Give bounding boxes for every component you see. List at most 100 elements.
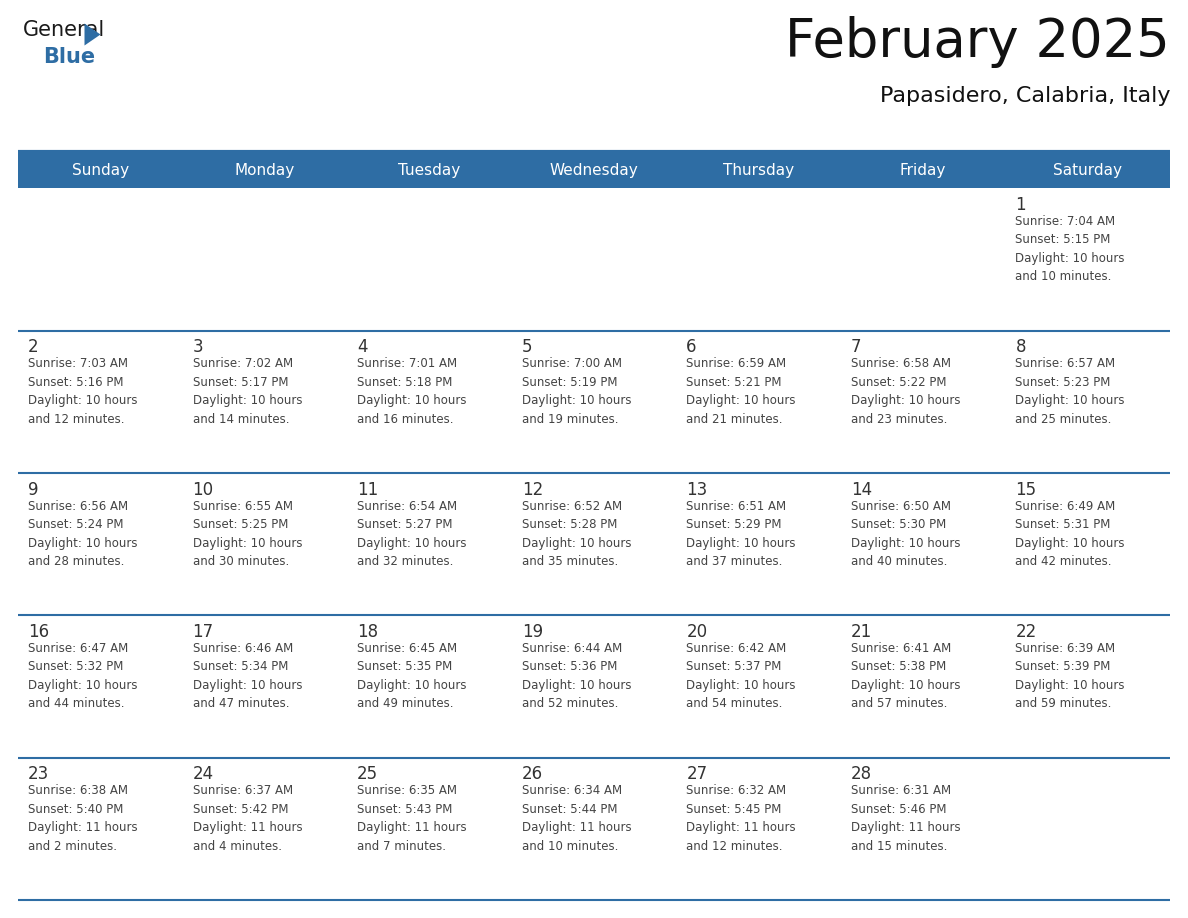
Text: 11: 11 [358, 481, 379, 498]
Text: and 49 minutes.: and 49 minutes. [358, 698, 454, 711]
Text: and 44 minutes.: and 44 minutes. [29, 698, 125, 711]
Bar [512, 188, 676, 330]
Text: Daylight: 10 hours: Daylight: 10 hours [358, 395, 467, 408]
Bar [841, 188, 1005, 330]
Text: Daylight: 10 hours: Daylight: 10 hours [851, 537, 960, 550]
Text: Blue: Blue [43, 47, 95, 67]
Text: Sunset: 5:32 PM: Sunset: 5:32 PM [29, 660, 124, 674]
Bar [841, 473, 1005, 615]
Text: Sunset: 5:35 PM: Sunset: 5:35 PM [358, 660, 453, 674]
Text: 7: 7 [851, 339, 861, 356]
Text: Daylight: 11 hours: Daylight: 11 hours [358, 822, 467, 834]
Text: Sunset: 5:44 PM: Sunset: 5:44 PM [522, 802, 618, 816]
Text: and 16 minutes.: and 16 minutes. [358, 413, 454, 426]
Text: Sunset: 5:43 PM: Sunset: 5:43 PM [358, 802, 453, 816]
Bar [1005, 473, 1170, 615]
Text: and 42 minutes.: and 42 minutes. [1016, 555, 1112, 568]
Text: and 15 minutes.: and 15 minutes. [851, 840, 947, 853]
Text: and 7 minutes.: and 7 minutes. [358, 840, 447, 853]
Bar [1005, 330, 1170, 473]
Bar [1005, 188, 1170, 330]
Bar [18, 615, 183, 757]
Bar [18, 757, 183, 900]
Text: Sunrise: 6:45 AM: Sunrise: 6:45 AM [358, 642, 457, 655]
Text: Daylight: 10 hours: Daylight: 10 hours [851, 395, 960, 408]
Text: 13: 13 [687, 481, 708, 498]
Text: and 21 minutes.: and 21 minutes. [687, 413, 783, 426]
Text: and 10 minutes.: and 10 minutes. [522, 840, 618, 853]
Text: 18: 18 [358, 623, 378, 641]
Text: Sunrise: 6:44 AM: Sunrise: 6:44 AM [522, 642, 623, 655]
Bar [183, 757, 347, 900]
Text: Daylight: 10 hours: Daylight: 10 hours [522, 395, 631, 408]
Text: Sunset: 5:19 PM: Sunset: 5:19 PM [522, 375, 618, 389]
Bar [183, 615, 347, 757]
Text: Daylight: 11 hours: Daylight: 11 hours [192, 822, 302, 834]
Text: 16: 16 [29, 623, 49, 641]
Text: Daylight: 11 hours: Daylight: 11 hours [29, 822, 138, 834]
Text: Sunrise: 6:47 AM: Sunrise: 6:47 AM [29, 642, 128, 655]
Bar [347, 473, 512, 615]
Text: Sunset: 5:17 PM: Sunset: 5:17 PM [192, 375, 287, 389]
Bar [676, 615, 841, 757]
Text: Sunset: 5:31 PM: Sunset: 5:31 PM [1016, 518, 1111, 532]
Text: Sunrise: 6:54 AM: Sunrise: 6:54 AM [358, 499, 457, 512]
Text: and 32 minutes.: and 32 minutes. [358, 555, 454, 568]
Bar [676, 757, 841, 900]
Text: Sunset: 5:39 PM: Sunset: 5:39 PM [1016, 660, 1111, 674]
Text: Sunset: 5:27 PM: Sunset: 5:27 PM [358, 518, 453, 532]
Text: Sunrise: 6:37 AM: Sunrise: 6:37 AM [192, 784, 292, 797]
Text: Daylight: 11 hours: Daylight: 11 hours [522, 822, 631, 834]
Text: and 59 minutes.: and 59 minutes. [1016, 698, 1112, 711]
Text: and 12 minutes.: and 12 minutes. [687, 840, 783, 853]
Text: Sunset: 5:18 PM: Sunset: 5:18 PM [358, 375, 453, 389]
Text: Daylight: 10 hours: Daylight: 10 hours [192, 395, 302, 408]
Text: 15: 15 [1016, 481, 1037, 498]
Text: Sunrise: 6:59 AM: Sunrise: 6:59 AM [687, 357, 786, 370]
Text: Sunrise: 6:58 AM: Sunrise: 6:58 AM [851, 357, 950, 370]
Bar [18, 188, 1170, 900]
Text: Daylight: 10 hours: Daylight: 10 hours [358, 679, 467, 692]
Text: and 12 minutes.: and 12 minutes. [29, 413, 125, 426]
Text: Sunset: 5:28 PM: Sunset: 5:28 PM [522, 518, 617, 532]
Text: Daylight: 10 hours: Daylight: 10 hours [29, 537, 138, 550]
Text: Daylight: 10 hours: Daylight: 10 hours [29, 395, 138, 408]
Bar [183, 330, 347, 473]
Text: 25: 25 [358, 766, 378, 783]
Text: Sunset: 5:46 PM: Sunset: 5:46 PM [851, 802, 947, 816]
Text: Sunrise: 6:42 AM: Sunrise: 6:42 AM [687, 642, 786, 655]
Text: Sunrise: 6:57 AM: Sunrise: 6:57 AM [1016, 357, 1116, 370]
Text: and 52 minutes.: and 52 minutes. [522, 698, 618, 711]
Bar [1005, 757, 1170, 900]
Text: Daylight: 10 hours: Daylight: 10 hours [687, 537, 796, 550]
Text: Sunrise: 7:03 AM: Sunrise: 7:03 AM [29, 357, 128, 370]
Text: 6: 6 [687, 339, 697, 356]
Text: 28: 28 [851, 766, 872, 783]
Text: Daylight: 10 hours: Daylight: 10 hours [192, 537, 302, 550]
Text: Sunrise: 7:04 AM: Sunrise: 7:04 AM [1016, 215, 1116, 228]
Text: Daylight: 10 hours: Daylight: 10 hours [522, 537, 631, 550]
Text: Sunrise: 6:49 AM: Sunrise: 6:49 AM [1016, 499, 1116, 512]
Bar [18, 330, 183, 473]
Text: Sunset: 5:21 PM: Sunset: 5:21 PM [687, 375, 782, 389]
Text: Papasidero, Calabria, Italy: Papasidero, Calabria, Italy [879, 86, 1170, 106]
Text: Sunset: 5:45 PM: Sunset: 5:45 PM [687, 802, 782, 816]
Text: General: General [23, 20, 106, 40]
Text: Daylight: 10 hours: Daylight: 10 hours [192, 679, 302, 692]
Text: Sunset: 5:36 PM: Sunset: 5:36 PM [522, 660, 617, 674]
Bar [512, 330, 676, 473]
Text: Sunset: 5:25 PM: Sunset: 5:25 PM [192, 518, 287, 532]
Text: Sunrise: 7:02 AM: Sunrise: 7:02 AM [192, 357, 292, 370]
Text: and 4 minutes.: and 4 minutes. [192, 840, 282, 853]
Bar [841, 330, 1005, 473]
Text: and 25 minutes.: and 25 minutes. [1016, 413, 1112, 426]
Text: and 2 minutes.: and 2 minutes. [29, 840, 116, 853]
Text: Sunrise: 7:01 AM: Sunrise: 7:01 AM [358, 357, 457, 370]
Bar [1005, 615, 1170, 757]
Text: Daylight: 10 hours: Daylight: 10 hours [29, 679, 138, 692]
Text: Sunrise: 6:31 AM: Sunrise: 6:31 AM [851, 784, 950, 797]
Text: 2: 2 [29, 339, 39, 356]
Text: Sunrise: 6:41 AM: Sunrise: 6:41 AM [851, 642, 952, 655]
Text: 26: 26 [522, 766, 543, 783]
Text: Daylight: 10 hours: Daylight: 10 hours [1016, 537, 1125, 550]
